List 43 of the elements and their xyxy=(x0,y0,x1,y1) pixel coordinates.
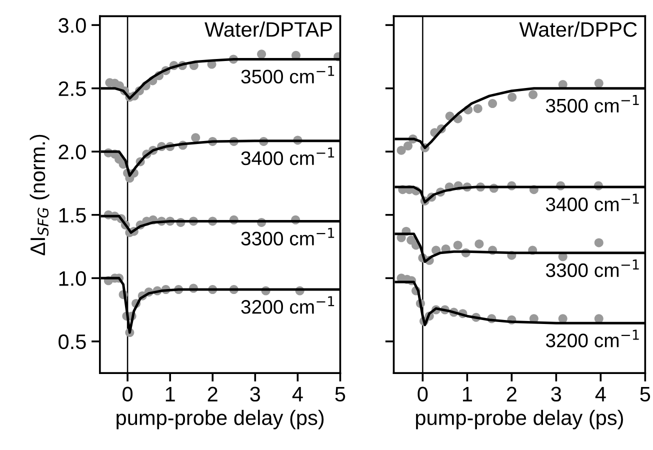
x-tick-label: 3 xyxy=(551,386,562,402)
series-label: 3300 cm$^{−1}$ xyxy=(241,228,334,246)
series-label: 3400 cm$^{−1}$ xyxy=(241,148,334,166)
point xyxy=(508,92,517,102)
x-tick-label: 1 xyxy=(166,387,175,402)
point xyxy=(528,90,538,100)
y-tick-label: 1.5 xyxy=(59,208,86,223)
series-label: 3300 cm$^{−1}$ xyxy=(546,260,639,278)
point xyxy=(453,240,462,250)
x-tick-label: 2 xyxy=(506,386,516,402)
y-tick-label: 2.0 xyxy=(58,144,86,160)
x-tick-label: 0 xyxy=(122,386,133,402)
point xyxy=(257,50,266,59)
x-tick-label: 4 xyxy=(292,387,303,402)
point xyxy=(403,141,412,150)
y-tick-label: 3.0 xyxy=(58,18,86,33)
x-axis-title: pump-probe delay (ps) xyxy=(416,410,623,430)
y-tick-label: 1.0 xyxy=(59,271,86,286)
x-tick-label: 3 xyxy=(250,386,260,402)
x-tick-label: 5 xyxy=(640,387,650,402)
x-axis-title: pump-probe delay (ps) xyxy=(116,410,324,430)
chart-title: Water/DPPC xyxy=(519,22,637,37)
series-label: 3200 cm$^{−1}$ xyxy=(241,296,334,314)
series-label: 3500 cm$^{−1}$ xyxy=(241,66,334,84)
y-tick-label: 2.5 xyxy=(58,81,86,96)
x-tick-label: 5 xyxy=(335,387,346,402)
x-tick-label: 1 xyxy=(462,387,472,402)
y-tick-label: 0.5 xyxy=(58,334,86,350)
point xyxy=(474,239,484,248)
x-tick-label: 4 xyxy=(595,387,606,402)
chart-title: Water/DPTAP xyxy=(204,22,332,37)
point xyxy=(488,99,498,108)
point xyxy=(473,104,482,114)
point xyxy=(191,133,200,142)
point xyxy=(396,146,406,155)
x-tick-label: 0 xyxy=(418,386,428,402)
series-label: 3500 cm$^{−1}$ xyxy=(546,95,639,113)
series-label: 3400 cm$^{−1}$ xyxy=(546,194,639,212)
point xyxy=(594,238,604,248)
point xyxy=(594,78,604,88)
series-label: 3200 cm$^{−1}$ xyxy=(546,330,639,348)
x-tick-label: 2 xyxy=(208,386,218,402)
y-axis-title: ΔI$_{SFG}$ (norm.) xyxy=(30,134,50,256)
